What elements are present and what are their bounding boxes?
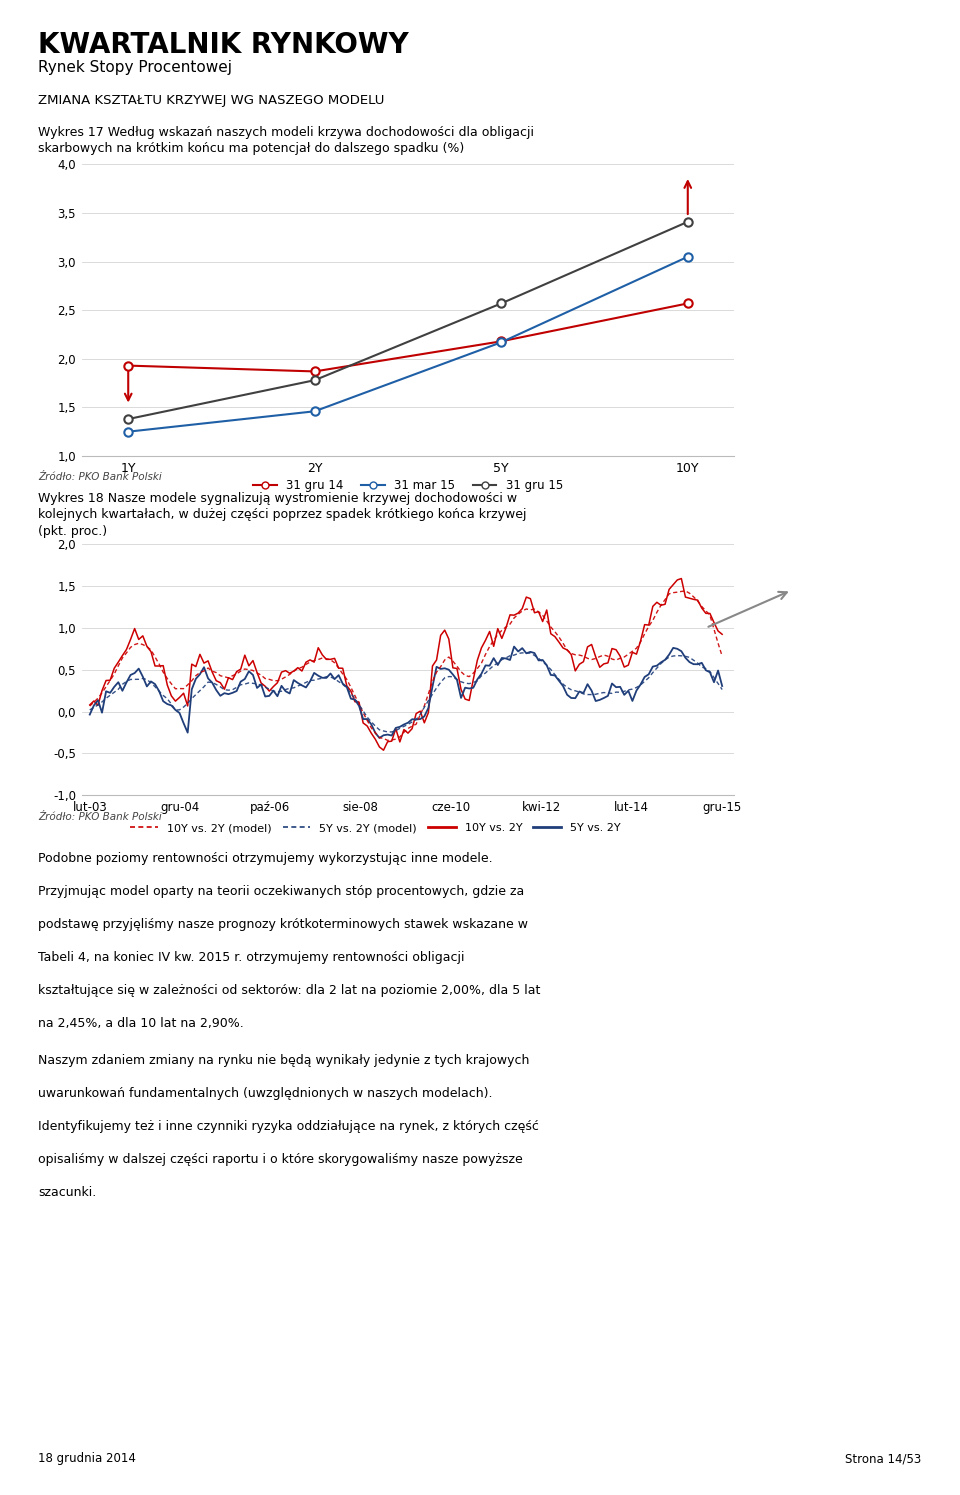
Text: skarbowych na krótkim końcu ma potencjał do dalszego spadku (%): skarbowych na krótkim końcu ma potencjał… [38, 142, 465, 155]
Text: Naszym zdaniem zmiany na rynku nie będą wynikały jedynie z tych krajowych: Naszym zdaniem zmiany na rynku nie będą … [38, 1054, 530, 1067]
Text: 18 grudnia 2014: 18 grudnia 2014 [38, 1452, 136, 1465]
Text: kształtujące się w zależności od sektorów: dla 2 lat na poziomie 2,00%, dla 5 la: kształtujące się w zależności od sektoró… [38, 984, 540, 997]
Text: Strona 14/53: Strona 14/53 [846, 1452, 922, 1465]
Text: (pkt. proc.): (pkt. proc.) [38, 525, 108, 538]
Text: Podobne poziomy rentowności otrzymujemy wykorzystując inne modele.: Podobne poziomy rentowności otrzymujemy … [38, 852, 493, 866]
Text: Przyjmując model oparty na teorii oczekiwanych stóp procentowych, gdzie za: Przyjmując model oparty na teorii oczeki… [38, 885, 525, 898]
Text: na 2,45%, a dla 10 lat na 2,90%.: na 2,45%, a dla 10 lat na 2,90%. [38, 1017, 244, 1030]
Text: Źródło: PKO Bank Polski: Źródło: PKO Bank Polski [38, 812, 162, 822]
Text: Rynek Stopy Procentowej: Rynek Stopy Procentowej [38, 60, 232, 75]
Legend: 10Y vs. 2Y (model), 5Y vs. 2Y (model), 10Y vs. 2Y, 5Y vs. 2Y: 10Y vs. 2Y (model), 5Y vs. 2Y (model), 1… [126, 819, 625, 837]
Text: Wykres 17 Według wskazań naszych modeli krzywa dochodowości dla obligacji: Wykres 17 Według wskazań naszych modeli … [38, 126, 535, 139]
Text: opisaliśmy w dalszej części raportu i o które skorygowaliśmy nasze powyższe: opisaliśmy w dalszej części raportu i o … [38, 1153, 523, 1166]
Text: Źródło: PKO Bank Polski: Źródło: PKO Bank Polski [38, 472, 162, 483]
Text: Identyfikujemy też i inne czynniki ryzyka oddziałujące na rynek, z których część: Identyfikujemy też i inne czynniki ryzyk… [38, 1120, 540, 1133]
Text: podstawę przyjęliśmy nasze prognozy krótkoterminowych stawek wskazane w: podstawę przyjęliśmy nasze prognozy krót… [38, 918, 528, 931]
Text: uwarunkowań fundamentalnych (uwzględnionych w naszych modelach).: uwarunkowań fundamentalnych (uwzględnion… [38, 1087, 492, 1100]
Text: Tabeli 4, na koniec IV kw. 2015 r. otrzymujemy rentowności obligacji: Tabeli 4, na koniec IV kw. 2015 r. otrzy… [38, 951, 465, 964]
Text: ZMIANA KSZTAŁTU KRZYWEJ WG NASZEGO MODELU: ZMIANA KSZTAŁTU KRZYWEJ WG NASZEGO MODEL… [38, 94, 385, 108]
Text: szacunki.: szacunki. [38, 1186, 97, 1199]
Legend: 31 gru 14, 31 mar 15, 31 gru 15: 31 gru 14, 31 mar 15, 31 gru 15 [249, 474, 567, 496]
Text: Wykres 18 Nasze modele sygnalizują wystromienie krzywej dochodowości w: Wykres 18 Nasze modele sygnalizują wystr… [38, 492, 517, 505]
Text: KWARTALNIK RYNKOWY: KWARTALNIK RYNKOWY [38, 31, 409, 60]
Text: kolejnych kwartałach, w dużej części poprzez spadek krótkiego końca krzywej: kolejnych kwartałach, w dużej części pop… [38, 508, 527, 522]
